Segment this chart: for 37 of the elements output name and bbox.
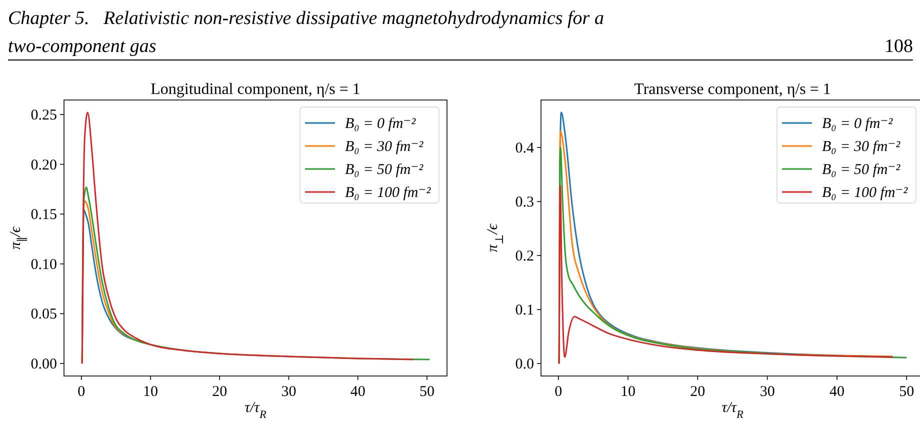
legend-label: B₀ = 50 fm⁻² [822, 162, 901, 178]
y-tick-label: 0.25 [30, 108, 57, 124]
y-tick-label: 0.1 [515, 302, 534, 319]
x-tick-label: 10 [620, 384, 636, 400]
x-tick-label: 30 [281, 384, 296, 400]
y-tick-label: 0.4 [515, 140, 534, 157]
y-tick-label: 0.10 [30, 256, 57, 273]
legend-label: B₀ = 30 fm⁻² [345, 139, 424, 155]
x-tick-label: 50 [899, 384, 914, 400]
legend-label: B₀ = 0 fm⁻² [345, 116, 416, 132]
legend-label: B₀ = 50 fm⁻² [345, 162, 424, 178]
y-tick-label: 0.20 [30, 157, 57, 174]
legend-label: B₀ = 30 fm⁻² [822, 139, 901, 155]
chart-title: Longitudinal component, η/s = 1 [150, 81, 360, 98]
y-tick-label: 0.2 [515, 248, 534, 265]
x-axis-title: τ/τ$_{R}$ [722, 400, 744, 421]
legend-label: B₀ = 100 fm⁻² [345, 185, 432, 201]
y-tick-label: 0.05 [30, 306, 57, 323]
text: 108 [884, 36, 913, 57]
y-tick-label: 0.0 [515, 356, 534, 373]
x-tick-label: 30 [760, 384, 775, 400]
chart-title: Transverse component, η/s = 1 [634, 81, 831, 98]
y-tick-label: 0.00 [30, 356, 57, 372]
text: Chapter 5. Relativistic non-resistive dissipative magnetohydrodynamics for a two-component gas [8, 8, 604, 57]
legend-label: B₀ = 0 fm⁻² [822, 116, 894, 132]
x-tick-label: 20 [690, 384, 706, 400]
x-tick-label: 0 [554, 384, 562, 400]
y-tick-label: 0.3 [515, 194, 534, 211]
x-tick-label: 10 [143, 384, 158, 400]
y-tick-label: 0.15 [30, 207, 57, 224]
x-tick-label: 20 [212, 384, 228, 400]
x-tick-label: 40 [350, 384, 366, 400]
x-axis-title: τ/τ$_{R}$ [244, 400, 267, 421]
x-tick-label: 40 [829, 384, 844, 400]
x-tick-label: 50 [419, 384, 434, 400]
x-tick-label: 0 [78, 384, 86, 400]
legend-label: B₀ = 100 fm⁻² [822, 185, 908, 201]
